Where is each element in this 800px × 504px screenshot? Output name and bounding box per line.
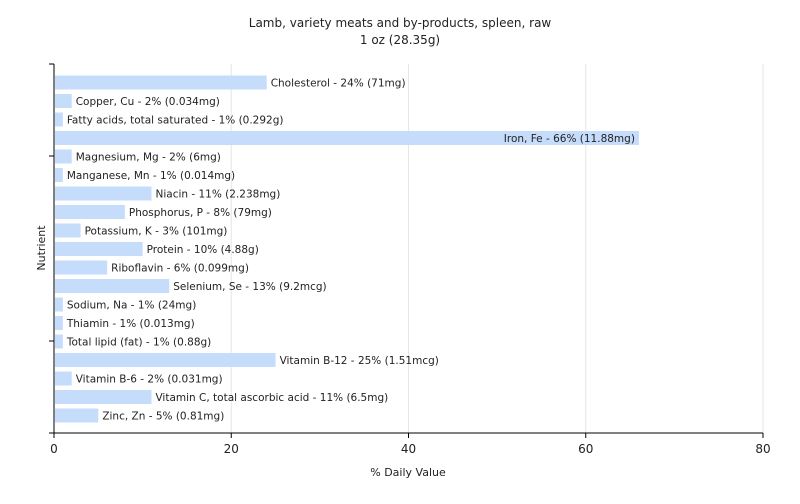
bar [55, 260, 108, 275]
x-tick-label: 20 [224, 442, 239, 456]
bar [55, 223, 81, 238]
bar [55, 168, 63, 182]
bar-label: Zinc, Zn - 5% (0.81mg) [102, 411, 224, 423]
axes: 0 20 40 60 80 [49, 63, 771, 456]
chart-title: Lamb, variety meats and by-products, spl… [249, 16, 552, 30]
bar-label: Selenium, Se - 13% (9.2mcg) [173, 281, 326, 293]
bar [55, 279, 170, 293]
bar-label: Phosphorus, P - 8% (79mg) [129, 207, 272, 219]
bar [55, 75, 267, 90]
bar [55, 316, 63, 330]
bar [55, 186, 152, 201]
bar [55, 131, 639, 145]
bar-label: Vitamin C, total ascorbic acid - 11% (6.… [155, 392, 388, 404]
bar-label: Vitamin B-6 - 2% (0.031mg) [76, 374, 223, 386]
bar-label: Niacin - 11% (2.238mg) [155, 189, 280, 201]
x-tick-label: 40 [401, 442, 416, 456]
bar-label: Thiamin - 1% (0.013mg) [66, 318, 195, 330]
bar-label: Sodium, Na - 1% (24mg) [67, 300, 196, 312]
x-axis-label: % Daily Value [370, 466, 446, 479]
bar [55, 334, 63, 349]
bar-label: Vitamin B-12 - 25% (1.51mcg) [280, 355, 439, 367]
bar-label: Total lipid (fat) - 1% (0.88g) [66, 337, 211, 349]
bar [55, 205, 125, 219]
chart-subtitle: 1 oz (28.35g) [360, 33, 440, 47]
x-tick-label: 60 [578, 442, 593, 456]
bar [55, 408, 99, 423]
grid-lines [230, 64, 764, 433]
bar [55, 297, 63, 312]
bar-label: Fatty acids, total saturated - 1% (0.292… [67, 115, 284, 127]
bar-label: Protein - 10% (4.88g) [147, 244, 259, 256]
bar [55, 242, 143, 256]
bar-label: Magnesium, Mg - 2% (6mg) [76, 152, 221, 164]
bar [55, 371, 72, 386]
bar-label: Potassium, K - 3% (101mg) [85, 226, 228, 238]
bar [55, 112, 63, 127]
bar-label: Cholesterol - 24% (71mg) [271, 78, 406, 90]
bars: Cholesterol - 24% (71mg) Copper, Cu - 2% … [55, 75, 639, 423]
x-tick-label: 80 [755, 442, 770, 456]
bar-label: Copper, Cu - 2% (0.034mg) [76, 96, 220, 108]
x-tick-label: 0 [50, 442, 58, 456]
bar [55, 390, 152, 404]
bar-label: Manganese, Mn - 1% (0.014mg) [67, 170, 235, 182]
y-axis-label: Nutrient [35, 225, 48, 271]
bar-label: Riboflavin - 6% (0.099mg) [111, 263, 249, 275]
bar-label: Iron, Fe - 66% (11.88mg) [504, 133, 635, 145]
bar [55, 353, 276, 367]
bar [55, 94, 72, 108]
bar [55, 149, 72, 164]
